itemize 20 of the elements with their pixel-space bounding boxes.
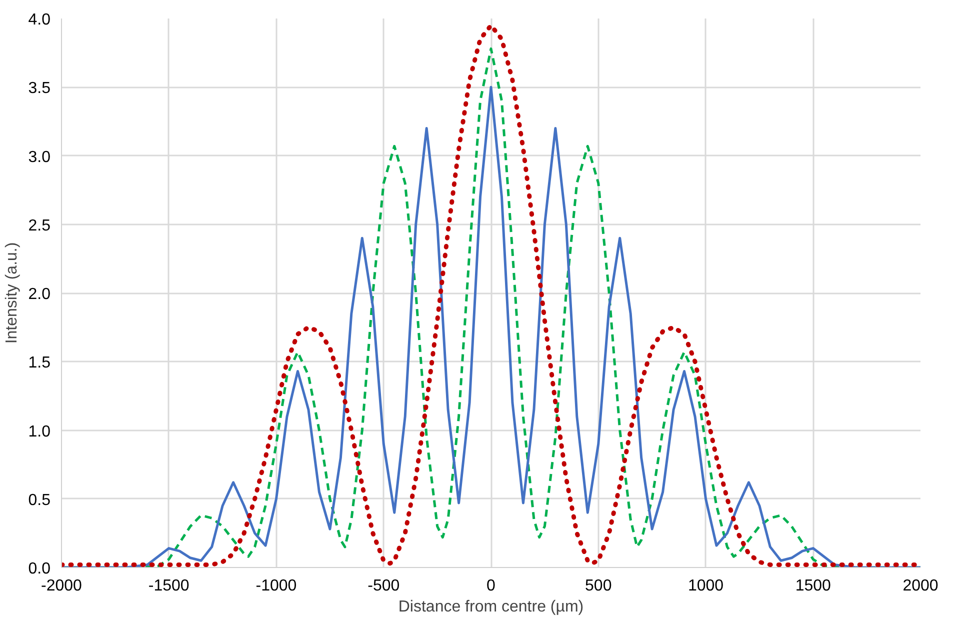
y-tick-label: 4.0 bbox=[28, 12, 51, 28]
y-tick-label: 2.5 bbox=[28, 217, 51, 234]
x-tick-label: 2000 bbox=[902, 578, 938, 594]
x-tick-label: -1500 bbox=[148, 578, 190, 594]
x-tick-label: 500 bbox=[585, 578, 612, 594]
y-tick-label: 0.0 bbox=[28, 560, 51, 578]
x-tick-label: 0 bbox=[486, 578, 496, 594]
y-tick-label: 3.0 bbox=[28, 148, 51, 166]
y-axis-title: Intensity (a.u.) bbox=[3, 242, 20, 344]
x-tick-label: 1500 bbox=[795, 578, 832, 594]
x-axis-title: Distance from centre (µm) bbox=[398, 598, 584, 616]
y-tick-label: 3.5 bbox=[28, 80, 51, 98]
y-tick-label: 2.0 bbox=[28, 286, 51, 303]
y-tick-label: 1.5 bbox=[28, 354, 51, 372]
x-tick-label: 1000 bbox=[688, 578, 724, 594]
x-tick-label: -1000 bbox=[256, 578, 297, 594]
x-tick-label: -2000 bbox=[41, 578, 82, 594]
y-tick-label: 1.0 bbox=[28, 423, 51, 440]
y-tick-label: 0.5 bbox=[28, 492, 51, 509]
x-tick-label: -500 bbox=[368, 578, 400, 594]
